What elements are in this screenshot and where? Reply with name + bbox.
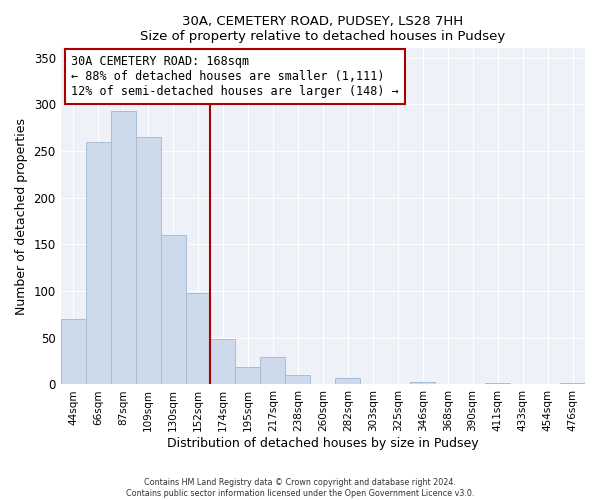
Text: 30A CEMETERY ROAD: 168sqm
← 88% of detached houses are smaller (1,111)
12% of se: 30A CEMETERY ROAD: 168sqm ← 88% of detac…	[71, 55, 399, 98]
Bar	[410, 382, 435, 384]
Text: Contains HM Land Registry data © Crown copyright and database right 2024.
Contai: Contains HM Land Registry data © Crown c…	[126, 478, 474, 498]
Bar	[185, 293, 211, 384]
X-axis label: Distribution of detached houses by size in Pudsey: Distribution of detached houses by size …	[167, 437, 479, 450]
Bar	[560, 382, 585, 384]
Bar	[260, 358, 286, 384]
Bar	[485, 382, 510, 384]
Bar	[161, 235, 185, 384]
Title: 30A, CEMETERY ROAD, PUDSEY, LS28 7HH
Size of property relative to detached house: 30A, CEMETERY ROAD, PUDSEY, LS28 7HH Siz…	[140, 15, 505, 43]
Bar	[136, 137, 161, 384]
Bar	[86, 142, 110, 384]
Bar	[235, 366, 260, 384]
Bar	[211, 338, 235, 384]
Bar	[335, 378, 360, 384]
Y-axis label: Number of detached properties: Number of detached properties	[15, 118, 28, 315]
Bar	[110, 111, 136, 384]
Bar	[61, 319, 86, 384]
Bar	[286, 375, 310, 384]
